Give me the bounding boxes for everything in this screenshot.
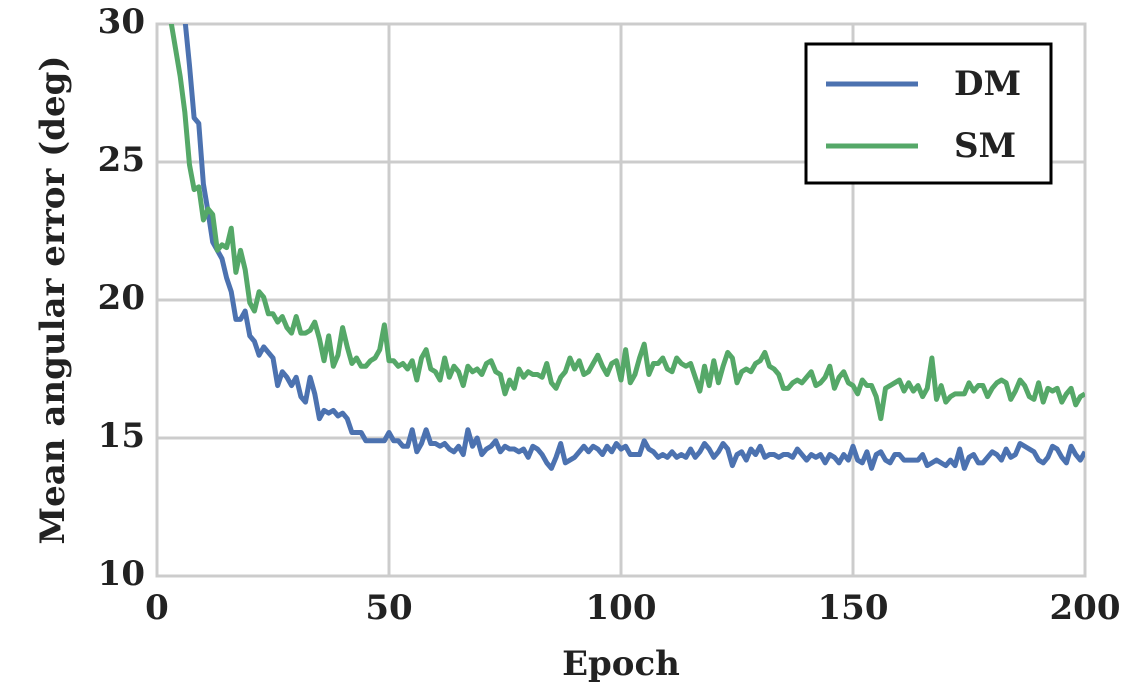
x-axis-label: Epoch: [562, 644, 680, 684]
x-tick-label: 50: [365, 588, 412, 628]
plot-area: [168, 24, 1085, 471]
y-tick-label: 30: [98, 2, 145, 42]
x-tick-label: 200: [1050, 588, 1121, 628]
y-axis-label: Mean angular error (deg): [33, 55, 73, 544]
y-tick-label: 25: [98, 140, 145, 180]
data-line: [182, 24, 1085, 471]
x-tick-label: 150: [818, 588, 889, 628]
plot-frame: [155, 22, 1087, 578]
y-tick-label: 20: [98, 278, 145, 318]
y-tick-label: 15: [98, 416, 145, 456]
legend-frame: [804, 42, 1053, 185]
data-line: [168, 24, 1085, 422]
legend-label: SM: [954, 126, 1016, 166]
x-tick-label: 100: [586, 588, 657, 628]
y-tick-label: 10: [98, 554, 145, 594]
legend-label: DM: [954, 64, 1021, 104]
x-tick-label: 0: [145, 588, 169, 628]
